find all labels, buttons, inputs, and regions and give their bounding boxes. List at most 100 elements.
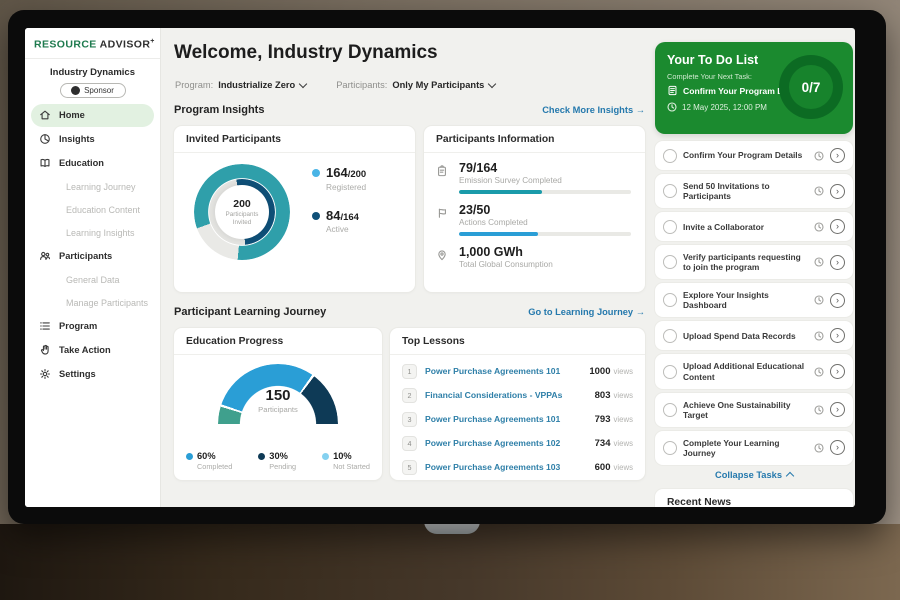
top-lessons-title: Top Lessons xyxy=(390,328,645,355)
chevron-right-icon[interactable]: › xyxy=(830,183,845,199)
todo-task-send-50-invitations-to-participants[interactable]: Send 50 Invitations to Participants › xyxy=(655,174,853,209)
todo-task-complete-your-learning-journey[interactable]: Complete Your Learning Journey › xyxy=(655,430,853,465)
chevron-right-icon[interactable]: › xyxy=(830,254,845,270)
todo-task-verify-participants-requesting-to-join-the-program[interactable]: Verify participants requesting to join t… xyxy=(655,245,853,280)
todo-next-task: Confirm Your Program Details xyxy=(667,85,805,96)
learning-journey-heading: Participant Learning Journey xyxy=(174,306,327,318)
sidebar-item-label: Manage Participants xyxy=(66,297,149,308)
chevron-right-icon[interactable]: › xyxy=(830,219,845,235)
top-lessons-card: Top Lessons 1 Power Purchase Agreements … xyxy=(390,328,645,480)
invited-participants-title: Invited Participants xyxy=(174,126,415,153)
task-checkbox[interactable] xyxy=(663,328,677,343)
todo-task-upload-additional-educational-content[interactable]: Upload Additional Educational Content › xyxy=(655,354,853,389)
education-progress-gauge xyxy=(218,364,338,426)
todo-task-achieve-one-sustainability-target[interactable]: Achieve One Sustainability Target › xyxy=(655,392,853,427)
participants-count: 150 xyxy=(265,387,291,404)
lesson-rank-badge: 5 xyxy=(402,459,417,475)
todo-title: Your To Do List xyxy=(667,53,759,67)
sidebar-item-label: Learning Insights xyxy=(66,227,135,238)
lesson-rank-badge: 1 xyxy=(402,363,417,379)
recent-news-card: Recent News xyxy=(655,488,853,507)
progress-bar xyxy=(459,190,631,195)
participants-filter[interactable]: Participants: Only My Participants xyxy=(336,79,497,90)
todo-task-upload-spend-data-records[interactable]: Upload Spend Data Records › xyxy=(655,321,853,351)
check-more-insights-link[interactable]: Check More Insights → xyxy=(542,105,645,115)
sidebar-nav: Home Insights Education Learning Journey Edu… xyxy=(25,103,160,386)
todo-panel: Your To Do List Complete Your Next Task:… xyxy=(655,28,853,507)
learning-journey-header: Participant Learning Journey Go to Learn… xyxy=(174,306,645,318)
todo-task-explore-your-insights-dashboard[interactable]: Explore Your Insights Dashboard › xyxy=(655,283,853,318)
metric-emission-survey-completed: 79/164 Emission Survey Completed xyxy=(436,161,631,195)
sidebar-item-education[interactable]: Education xyxy=(31,152,154,175)
chevron-right-icon[interactable]: › xyxy=(830,364,845,380)
sponsor-badge: Sponsor xyxy=(59,82,126,98)
org-name: Industry Dynamics xyxy=(50,66,135,78)
sidebar-item-settings[interactable]: Settings xyxy=(31,363,154,386)
lesson-row: 1 Power Purchase Agreements 101 1000 vie… xyxy=(402,359,633,383)
lesson-link[interactable]: Power Purchase Agreements 102 xyxy=(425,438,561,448)
document-icon xyxy=(667,85,678,96)
sidebar-item-manage-participants[interactable]: Manage Participants xyxy=(31,292,154,314)
chevron-right-icon[interactable]: › xyxy=(830,402,845,418)
donut-legend: 164/200 Registered 84/164 Active xyxy=(312,166,366,234)
clock-icon xyxy=(814,222,825,232)
go-to-learning-journey-link[interactable]: Go to Learning Journey → xyxy=(528,307,645,317)
gauge-center: 150 Participants xyxy=(174,388,382,414)
legend-dot-icon xyxy=(258,452,266,460)
chevron-right-icon[interactable]: › xyxy=(830,148,845,163)
chevron-down-icon xyxy=(298,79,308,89)
survey-icon xyxy=(436,162,450,194)
chevron-right-icon[interactable]: › xyxy=(830,292,845,308)
insights-icon xyxy=(38,132,52,146)
chevron-down-icon xyxy=(488,79,497,89)
todo-task-confirm-your-program-details[interactable]: Confirm Your Program Details › xyxy=(655,141,853,170)
metric-actions-completed: 23/50 Actions Completed xyxy=(436,203,631,237)
sidebar-item-take-action[interactable]: Take Action xyxy=(31,339,154,362)
chevron-up-icon xyxy=(785,471,795,481)
lesson-rank-badge: 2 xyxy=(402,387,417,403)
gauge-legend-not-started: 10% Not Started xyxy=(322,451,370,471)
task-checkbox[interactable] xyxy=(663,255,677,270)
sidebar-item-general-data[interactable]: General Data xyxy=(31,269,154,291)
task-checkbox[interactable] xyxy=(663,402,677,417)
arrow-right-icon: → xyxy=(635,307,645,317)
todo-due: 12 May 2025, 12:00 PM xyxy=(667,102,767,112)
sidebar-item-insights[interactable]: Insights xyxy=(31,128,154,151)
task-checkbox[interactable] xyxy=(663,184,677,199)
task-checkbox[interactable] xyxy=(663,148,677,163)
page-title: Welcome, Industry Dynamics xyxy=(174,42,438,63)
sidebar: RESOURCE ADVISOR+ Industry Dynamics Spon… xyxy=(25,28,161,507)
arrow-right-icon: → xyxy=(635,105,645,115)
collapse-tasks-link[interactable]: Collapse Tasks xyxy=(655,470,853,481)
lesson-link[interactable]: Power Purchase Agreements 101 xyxy=(425,414,561,424)
sidebar-item-education-content[interactable]: Education Content xyxy=(31,199,154,221)
clock-icon xyxy=(667,102,677,112)
sidebar-item-home[interactable]: Home xyxy=(31,103,154,127)
chevron-right-icon[interactable]: › xyxy=(830,328,845,344)
todo-task-invite-a-collaborator[interactable]: Invite a Collaborator › xyxy=(655,212,853,242)
chevron-right-icon[interactable]: › xyxy=(830,440,845,456)
participants-icon xyxy=(38,249,52,263)
sponsor-label: Sponsor xyxy=(84,85,114,95)
lesson-link[interactable]: Power Purchase Agreements 103 xyxy=(425,462,561,472)
task-checkbox[interactable] xyxy=(663,293,677,308)
todo-progress-ring: 0/7 xyxy=(779,55,843,119)
task-checkbox[interactable] xyxy=(663,440,677,455)
logo-plus: + xyxy=(150,38,155,45)
participants-information-card: Participants Information 79/164 Emission… xyxy=(424,126,645,292)
sidebar-item-learning-insights[interactable]: Learning Insights xyxy=(31,222,154,244)
donut-legend-registered: 164/200 Registered xyxy=(312,166,366,192)
consumption-icon xyxy=(436,246,450,269)
sidebar-item-program[interactable]: Program xyxy=(31,315,154,338)
monitor-stand xyxy=(424,521,480,534)
sidebar-item-participants[interactable]: Participants xyxy=(31,245,154,268)
sidebar-item-learning-journey[interactable]: Learning Journey xyxy=(31,176,154,198)
task-checkbox[interactable] xyxy=(663,219,677,234)
lesson-link[interactable]: Power Purchase Agreements 101 xyxy=(425,366,561,376)
task-checkbox[interactable] xyxy=(663,364,677,379)
program-insights-heading: Program Insights xyxy=(174,104,265,116)
program-filter[interactable]: Program: Industrialize Zero xyxy=(175,79,308,90)
lesson-row: 2 Financial Considerations - VPPAs 803 v… xyxy=(402,383,633,407)
lesson-link[interactable]: Financial Considerations - VPPAs xyxy=(425,390,563,400)
